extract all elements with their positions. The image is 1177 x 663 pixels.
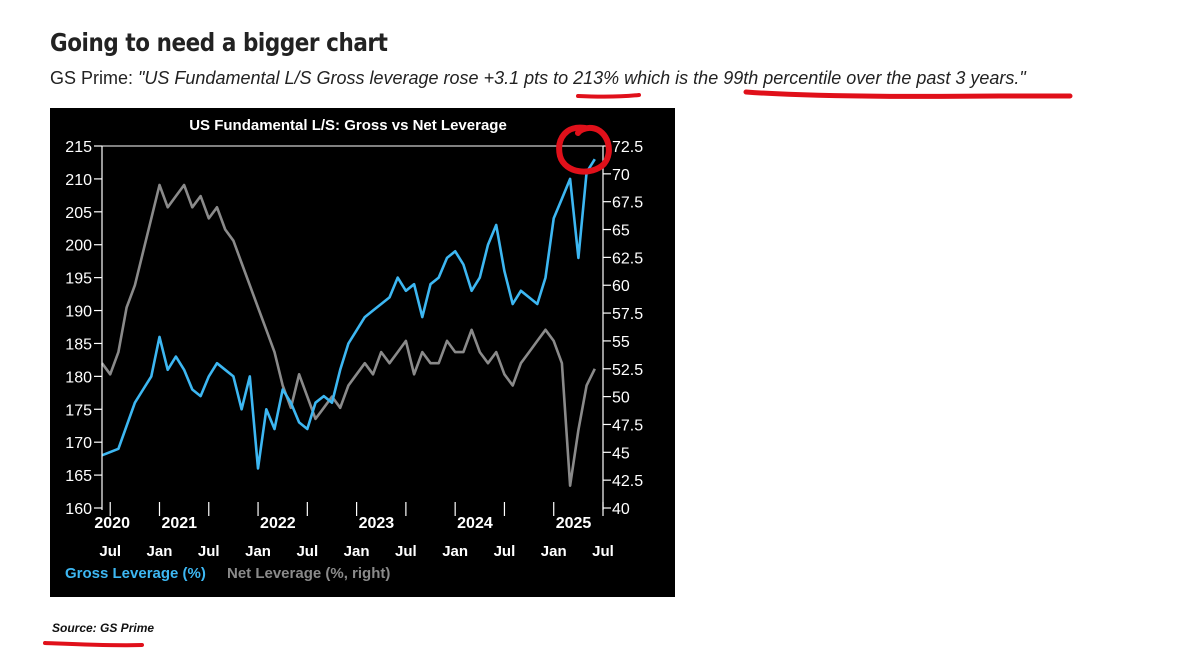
- source-note: Source: GS Prime: [52, 621, 155, 635]
- left-tick-label: 190: [65, 304, 92, 321]
- series-gross-line: [101, 158, 596, 470]
- chart-panel: 215 210 205 200 195 190 185 180 175 170 165 160 72.5…: [50, 108, 675, 597]
- x-month-label: Jul: [494, 543, 516, 560]
- right-tick-label: 40: [612, 501, 630, 518]
- right-tick-label: 70: [612, 167, 630, 184]
- leverage-chart: 215 210 205 200 195 190 185 180 175 170 165 160 72.5…: [65, 117, 643, 582]
- x-month-label: Jan: [245, 543, 271, 560]
- x-year-label: 2020: [94, 515, 130, 532]
- x-year-label: 2023: [359, 515, 395, 532]
- quote-line: GS Prime: "US Fundamental L/S Gross leve…: [50, 68, 1026, 89]
- right-tick-label: 67.5: [612, 195, 643, 212]
- series-net-line: [100, 183, 596, 487]
- right-tick-label: 72.5: [612, 139, 643, 156]
- left-tick-label: 165: [65, 468, 92, 485]
- x-month-label: Jan: [442, 543, 468, 560]
- right-tick-label: 57.5: [612, 306, 643, 323]
- x-month-label: Jul: [99, 543, 121, 560]
- annotation-underline-213: [576, 93, 641, 99]
- left-tick-label: 210: [65, 172, 92, 189]
- x-month-label: Jul: [198, 543, 220, 560]
- right-tick-label: 50: [612, 390, 630, 407]
- headline: Going to need a bigger chart: [50, 28, 388, 57]
- annotation-underline-99th: [743, 89, 1073, 99]
- x-year-label: 2025: [556, 515, 592, 532]
- chart-title: US Fundamental L/S: Gross vs Net Leverag…: [189, 117, 507, 134]
- right-tick-label: 62.5: [612, 250, 643, 267]
- left-tick-label: 180: [65, 369, 92, 386]
- right-tick-label: 65: [612, 223, 630, 240]
- x-month-label: Jul: [395, 543, 417, 560]
- left-tick-label: 205: [65, 205, 92, 222]
- right-tick-label: 47.5: [612, 417, 643, 434]
- x-month-label: Jul: [592, 543, 614, 560]
- legend-net: Net Leverage (%, right): [227, 565, 390, 582]
- legend-gross: Gross Leverage (%): [65, 565, 206, 582]
- right-tick-label: 60: [612, 278, 630, 295]
- left-tick-label: 185: [65, 336, 92, 353]
- x-month-label: Jan: [344, 543, 370, 560]
- left-tick-label: 160: [65, 501, 92, 518]
- left-tick-label: 175: [65, 402, 92, 419]
- quote-text: "US Fundamental L/S Gross leverage rose …: [138, 68, 1026, 88]
- left-tick-label: 200: [65, 238, 92, 255]
- right-tick-label: 45: [612, 445, 630, 462]
- quote-prefix: GS Prime:: [50, 68, 139, 88]
- x-year-label: 2024: [457, 515, 493, 532]
- annotation-underline-source: [43, 641, 144, 648]
- right-tick-label: 42.5: [612, 473, 643, 490]
- x-month-label: Jan: [541, 543, 567, 560]
- x-month-label: Jan: [147, 543, 173, 560]
- x-year-label: 2021: [161, 515, 197, 532]
- left-tick-label: 215: [65, 139, 92, 156]
- left-tick-label: 195: [65, 271, 92, 288]
- right-tick-label: 52.5: [612, 362, 643, 379]
- x-year-label: 2022: [260, 515, 296, 532]
- x-month-label: Jul: [296, 543, 318, 560]
- left-tick-label: 170: [65, 435, 92, 452]
- right-tick-label: 55: [612, 334, 630, 351]
